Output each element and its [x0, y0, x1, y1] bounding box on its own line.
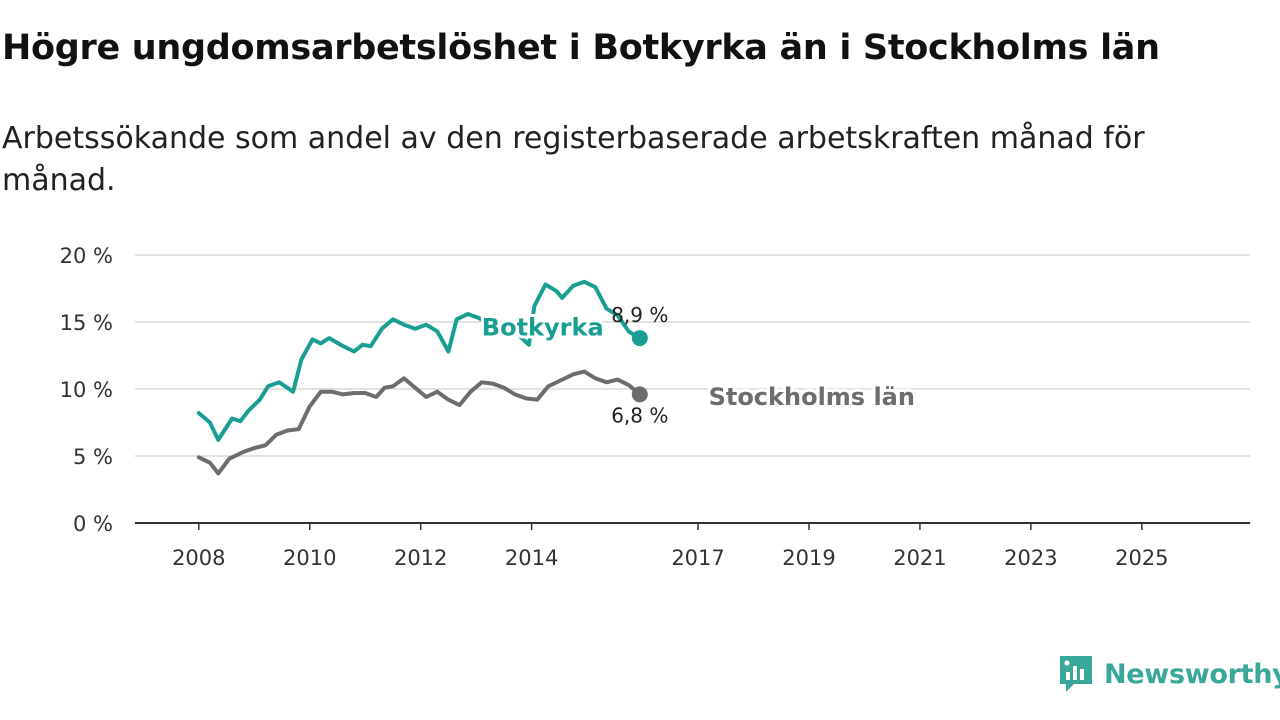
x-tick-label: 2021 — [893, 546, 946, 570]
newsworthy-logo-icon — [1060, 656, 1092, 692]
grid-lines — [135, 254, 1250, 524]
brand-name: Newsworthy — [1104, 658, 1280, 690]
y-tick-label: 15 % — [60, 311, 113, 335]
series-end-marker — [631, 386, 648, 403]
x-tick-label: 2010 — [283, 546, 336, 570]
x-tick-label: 2012 — [394, 546, 447, 570]
series-labels: 8,9 % 6,8 % Botkyrka Stockholms län — [479, 303, 918, 427]
x-tick-label: 2017 — [671, 546, 724, 570]
y-tick-label: 0 % — [73, 512, 113, 536]
label-stockholms-lan: Stockholms län — [709, 383, 915, 411]
label-botkyrka: Botkyrka — [482, 313, 604, 341]
x-tick-label: 2025 — [1115, 546, 1168, 570]
x-axis-ticks: 2008 2010 2012 2014 2017 2019 2021 2023 2025 — [172, 523, 1169, 570]
x-tick-label: 2023 — [1004, 546, 1057, 570]
series-end-label: 6,8 % — [611, 403, 668, 427]
x-tick-label: 2019 — [782, 546, 835, 570]
x-tick-label: 2014 — [505, 546, 558, 570]
y-tick-label: 10 % — [60, 378, 113, 402]
series-lines — [196, 279, 648, 476]
chart-title: Högre ungdomsarbetslöshet i Botkyrka än … — [2, 28, 1160, 68]
chart-subtitle: Arbetssökande som andel av den registerb… — [2, 121, 1145, 198]
y-tick-label: 20 % — [60, 244, 113, 268]
brand-footer: Newsworthy — [1058, 652, 1280, 696]
y-axis-ticks: 0 % 5 % 10 % 15 % 20 % — [60, 244, 113, 536]
series-end-label: 8,9 % — [611, 303, 668, 327]
y-tick-label: 5 % — [73, 445, 113, 469]
series-line-botkyrka — [196, 279, 642, 442]
series-end-marker — [631, 330, 648, 347]
x-tick-label: 2008 — [172, 546, 225, 570]
series-line-stockholms-lan — [196, 369, 642, 476]
